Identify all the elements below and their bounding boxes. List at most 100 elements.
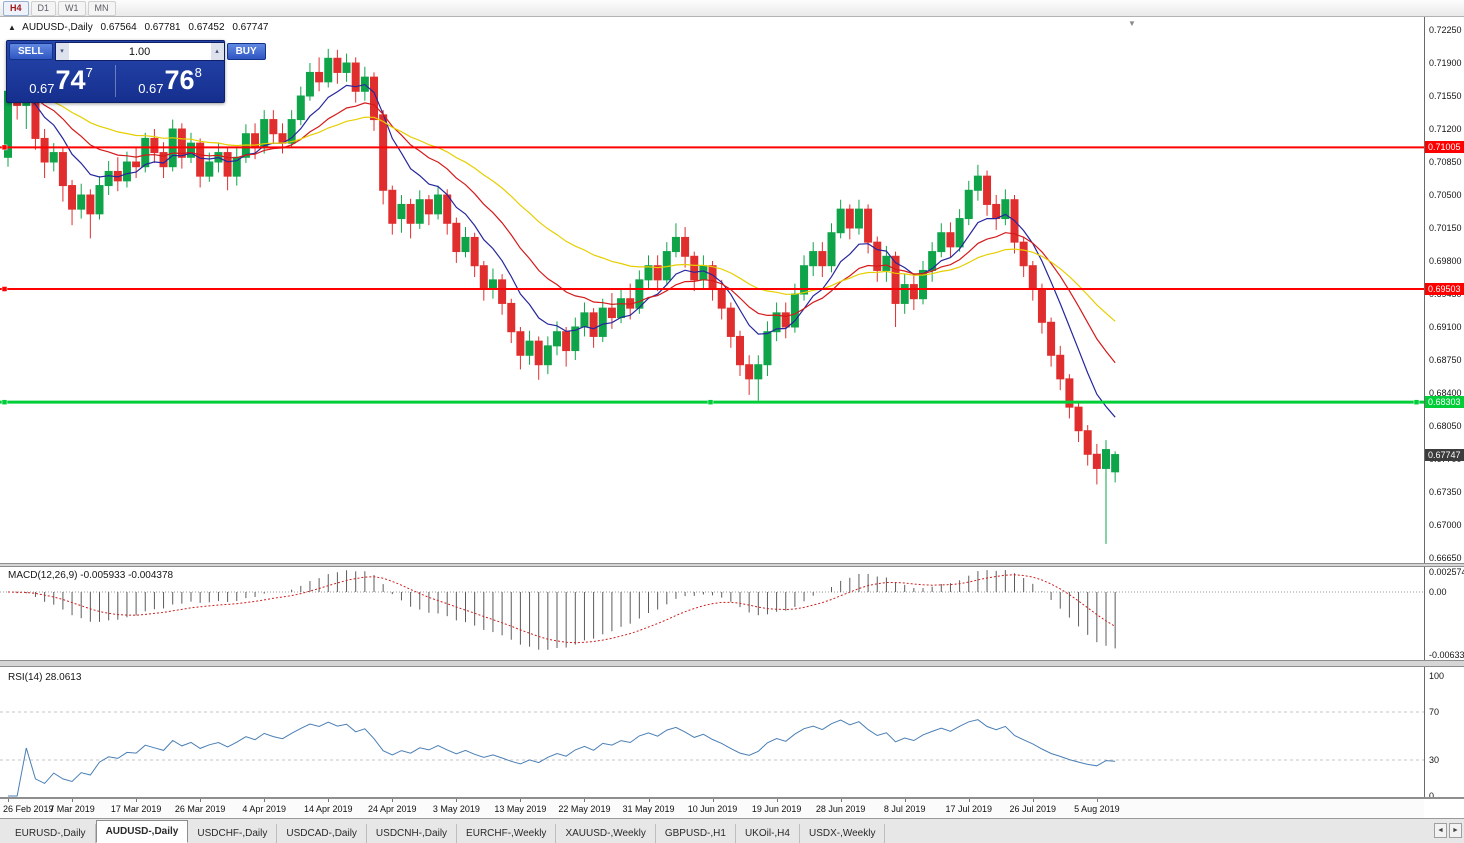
date-tick-mark: [328, 799, 330, 802]
one-click-trading-toggle-icon[interactable]: ▲: [8, 23, 16, 32]
current-price-tag: 0.67747: [1425, 448, 1464, 461]
chart-tab-usdcad-daily[interactable]: USDCAD-,Daily: [277, 824, 367, 843]
sell-price-sup: 7: [85, 65, 93, 80]
price-axis-tick: 0.70850: [1429, 157, 1462, 167]
chart-tab-ukoil-h4[interactable]: UKOil-,H4: [736, 824, 800, 843]
date-axis-label: 10 Jun 2019: [687, 804, 738, 814]
macd-axis-tick: -0.006338: [1429, 650, 1464, 661]
timeframe-button-d1[interactable]: D1: [30, 0, 57, 16]
timeframe-button-mn[interactable]: MN: [87, 0, 116, 16]
macd-indicator-label: MACD(12,26,9) -0.005933 -0.004378: [8, 570, 174, 581]
date-tick-mark: [1032, 799, 1034, 802]
bar-low-value: 0.67452: [188, 22, 225, 33]
volume-input[interactable]: [68, 43, 211, 60]
date-axis-label: 13 May 2019: [494, 804, 547, 814]
date-axis-label: 14 Apr 2019: [303, 804, 353, 814]
tab-scroll-left-icon[interactable]: ◄: [1434, 823, 1447, 838]
date-tick-mark: [584, 799, 586, 802]
date-tick-mark: [72, 799, 74, 802]
date-tick-mark: [840, 799, 842, 802]
date-axis-label: 26 Jul 2019: [1009, 804, 1057, 814]
bar-high-value: 0.67781: [144, 22, 181, 33]
volume-control: ▾ ▴: [54, 42, 225, 61]
buy-price-display[interactable]: 0.67 76 8: [116, 62, 224, 100]
timeframe-button-w1[interactable]: W1: [58, 0, 86, 16]
price-axis-tick: 0.67350: [1429, 487, 1462, 497]
macd-axis-tick: 0.002574: [1429, 567, 1464, 577]
chart-tab-eurusd-daily[interactable]: EURUSD-,Daily: [6, 824, 96, 843]
chart-tab-xauusd-weekly[interactable]: XAUUSD-,Weekly: [556, 824, 656, 843]
chart-tab-audusd-daily[interactable]: AUDUSD-,Daily: [95, 820, 189, 843]
macd-axis-tick: 0.00: [1429, 587, 1447, 597]
chart-tab-usdchf-daily[interactable]: USDCHF-,Daily: [188, 824, 278, 843]
date-tick-mark: [712, 799, 714, 802]
price-axis-separator: [1424, 17, 1425, 799]
panel-splitter: [0, 797, 1464, 799]
date-tick-mark: [520, 799, 522, 802]
date-axis-label: 4 Apr 2019: [242, 804, 286, 814]
date-axis-label: 3 May 2019: [432, 804, 480, 814]
sell-price-main: 0.67: [29, 81, 55, 96]
chart-tab-bar: EURUSD-,Daily AUDUSD-,Daily USDCHF-,Daily U…: [0, 818, 1464, 843]
date-tick-mark: [968, 799, 970, 802]
level-price-tag: 0.71005: [1425, 141, 1464, 154]
symbol-label: AUDUSD-,Daily: [22, 22, 93, 33]
date-axis-label: 31 May 2019: [622, 804, 675, 814]
date-axis-label: 7 Mar 2019: [49, 804, 95, 814]
buy-button[interactable]: BUY: [226, 43, 266, 60]
date-tick-mark: [200, 799, 202, 802]
price-axis-tick: 0.68750: [1429, 355, 1462, 365]
date-axis-label: 28 Jun 2019: [815, 804, 866, 814]
panel-splitter[interactable]: [0, 563, 1464, 567]
price-axis-tick: 0.71200: [1429, 124, 1462, 134]
rsi-indicator-plot[interactable]: [0, 668, 1424, 797]
chart-tab-usdx-weekly[interactable]: USDX-,Weekly: [800, 824, 886, 843]
chart-tab-usdcnh-daily[interactable]: USDCNH-,Daily: [367, 824, 458, 843]
price-chart-plot[interactable]: [0, 17, 1424, 563]
timeframe-toolbar: H4 D1 W1 MN: [0, 0, 1464, 17]
date-tick-mark: [264, 799, 266, 802]
buy-price-main: 0.67: [138, 81, 164, 96]
date-axis-label: 8 Jul 2019: [883, 804, 926, 814]
sell-button[interactable]: SELL: [9, 43, 53, 60]
date-tick-mark: [456, 799, 458, 802]
rsi-indicator-label: RSI(14) 28.0613: [8, 672, 82, 683]
date-tick-mark: [1096, 799, 1098, 802]
volume-decrease-button[interactable]: ▾: [55, 43, 69, 60]
chart-tab-gbpusd-h1[interactable]: GBPUSD-,H1: [656, 824, 736, 843]
date-tick-mark: [648, 799, 650, 802]
panel-splitter[interactable]: [0, 660, 1464, 667]
date-tick-mark: [136, 799, 138, 802]
price-axis-tick: 0.71550: [1429, 91, 1462, 101]
price-axis-tick: 0.67000: [1429, 520, 1462, 530]
date-axis-label: 24 Apr 2019: [368, 804, 417, 814]
date-axis-label: 22 May 2019: [558, 804, 611, 814]
date-tick-mark: [8, 799, 9, 802]
buy-price-big: 76: [164, 65, 195, 95]
bar-close-value: 0.67747: [232, 22, 269, 33]
rsi-axis-tick: 0: [1429, 791, 1435, 801]
level-price-tag: 0.68303: [1425, 396, 1464, 409]
chart-tab-eurchf-weekly[interactable]: EURCHF-,Weekly: [457, 824, 557, 843]
date-axis-label: 17 Jul 2019: [945, 804, 993, 814]
date-axis-label: 17 Mar 2019: [110, 804, 162, 814]
chart-shift-marker-icon[interactable]: ▼: [1128, 19, 1136, 28]
sell-price-display[interactable]: 0.67 74 7: [7, 62, 115, 100]
macd-indicator-plot[interactable]: [0, 567, 1424, 660]
level-price-tag: 0.69503: [1425, 283, 1464, 295]
price-axis-tick: 0.68050: [1429, 421, 1462, 431]
timeframe-button-h4[interactable]: H4: [3, 0, 29, 16]
price-axis-tick: 0.70500: [1429, 190, 1462, 200]
rsi-axis-tick: 30: [1429, 755, 1440, 765]
tab-scroll-right-icon[interactable]: ►: [1449, 823, 1462, 838]
date-axis-label: 26 Mar 2019: [174, 804, 226, 814]
date-tick-mark: [392, 799, 394, 802]
date-tick-mark: [776, 799, 778, 802]
buy-price-sup: 8: [194, 65, 202, 80]
date-tick-mark: [904, 799, 906, 802]
volume-increase-button[interactable]: ▴: [210, 43, 224, 60]
date-axis[interactable]: 26 Feb 2019 7 Mar 2019 17 Mar 2019 26 Mar 2…: [0, 799, 1424, 818]
price-axis-tick: 0.66650: [1429, 553, 1462, 563]
